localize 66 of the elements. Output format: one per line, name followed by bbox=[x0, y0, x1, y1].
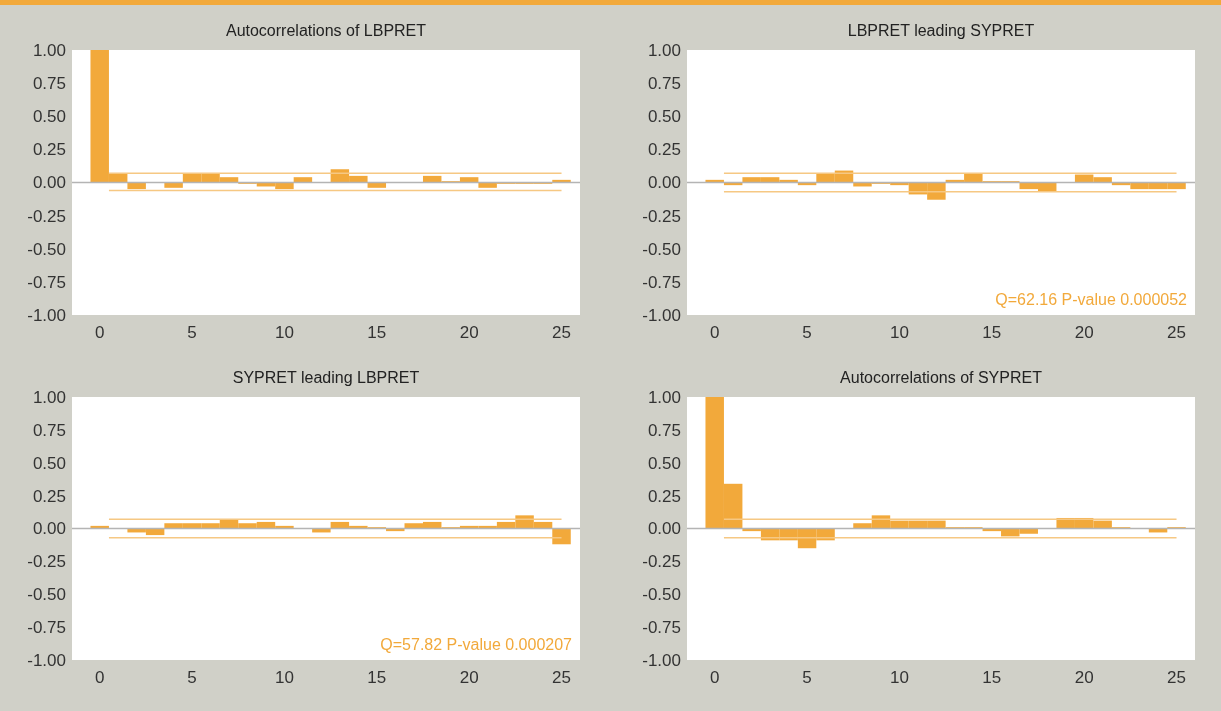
chart-title: LBPRET leading SYPRET bbox=[847, 22, 1035, 39]
annotation: Q=57.82 P-value 0.000207 bbox=[380, 636, 573, 653]
y-tick-label: -0.25 bbox=[27, 206, 66, 226]
y-tick-label: 0.25 bbox=[647, 140, 681, 160]
y-tick-label: -0.25 bbox=[27, 552, 66, 572]
x-tick-label: 20 bbox=[1074, 323, 1094, 342]
x-tick-label: 25 bbox=[1167, 323, 1186, 342]
y-tick-label: 0.75 bbox=[647, 420, 681, 440]
y-tick-label: 0.00 bbox=[647, 173, 681, 193]
x-tick-label: 25 bbox=[552, 668, 571, 687]
y-tick-label: -0.50 bbox=[642, 239, 681, 259]
x-tick-label: 10 bbox=[889, 668, 909, 687]
y-tick-label: -1.00 bbox=[27, 650, 66, 670]
y-tick-label: 0.00 bbox=[32, 173, 66, 193]
chart-title: Autocorrelations of LBPRET bbox=[225, 22, 427, 39]
x-tick-label: 25 bbox=[552, 323, 571, 342]
x-tick-label: 15 bbox=[982, 668, 1002, 687]
y-tick-label: 0.75 bbox=[647, 74, 681, 94]
x-tick-label: 10 bbox=[274, 323, 294, 342]
x-tick-label: 0 bbox=[709, 323, 720, 342]
x-tick-label: 20 bbox=[459, 323, 479, 342]
y-tick-label: -0.25 bbox=[642, 552, 681, 572]
x-tick-label: 5 bbox=[187, 323, 197, 342]
x-tick-label: 5 bbox=[187, 668, 197, 687]
y-tick-label: -0.50 bbox=[27, 239, 66, 259]
y-tick-label: 0.25 bbox=[647, 486, 681, 506]
x-tick-label: 20 bbox=[1074, 668, 1094, 687]
y-tick-label: 0.50 bbox=[32, 107, 66, 127]
y-tick-label: -1.00 bbox=[642, 305, 681, 325]
y-tick-label: 0.50 bbox=[647, 453, 681, 473]
x-tick-label: 10 bbox=[889, 323, 909, 342]
y-tick-label: -0.25 bbox=[642, 206, 681, 226]
y-tick-label: 1.00 bbox=[32, 387, 66, 407]
x-tick-label: 20 bbox=[459, 668, 479, 687]
chart-title: Autocorrelations of SYPRET bbox=[840, 369, 1043, 386]
x-tick-label: 25 bbox=[1167, 668, 1186, 687]
x-tick-label: 10 bbox=[274, 668, 294, 687]
y-tick-label: 1.00 bbox=[647, 40, 681, 60]
chart-title: SYPRET leading LBPRET bbox=[232, 369, 420, 386]
y-tick-label: 1.00 bbox=[32, 40, 66, 60]
y-tick-label: 0.75 bbox=[32, 420, 66, 440]
y-tick-label: 0.50 bbox=[32, 453, 66, 473]
y-tick-label: -1.00 bbox=[642, 650, 681, 670]
y-tick-label: -0.75 bbox=[27, 618, 66, 638]
y-tick-label: 0.00 bbox=[647, 519, 681, 539]
y-tick-label: 0.25 bbox=[32, 486, 66, 506]
x-tick-label: 0 bbox=[94, 323, 105, 342]
y-tick-label: 0.00 bbox=[32, 519, 66, 539]
x-tick-label: 15 bbox=[982, 323, 1002, 342]
y-tick-label: -0.75 bbox=[642, 272, 681, 292]
y-tick-label: -0.50 bbox=[27, 585, 66, 605]
y-tick-label: 1.00 bbox=[647, 387, 681, 407]
y-tick-label: 0.25 bbox=[32, 140, 66, 160]
y-tick-label: -0.75 bbox=[27, 272, 66, 292]
x-tick-label: 5 bbox=[802, 668, 812, 687]
annotation: Q=62.16 P-value 0.000052 bbox=[995, 291, 1188, 308]
x-tick-label: 0 bbox=[709, 668, 720, 687]
x-tick-label: 0 bbox=[94, 668, 105, 687]
y-tick-label: 0.75 bbox=[32, 74, 66, 94]
x-tick-label: 5 bbox=[802, 323, 812, 342]
x-tick-label: 15 bbox=[367, 323, 387, 342]
x-tick-label: 15 bbox=[367, 668, 387, 687]
y-tick-label: 0.50 bbox=[647, 107, 681, 127]
y-tick-label: -0.75 bbox=[642, 618, 681, 638]
y-tick-label: -0.50 bbox=[642, 585, 681, 605]
y-tick-label: -1.00 bbox=[27, 305, 66, 325]
